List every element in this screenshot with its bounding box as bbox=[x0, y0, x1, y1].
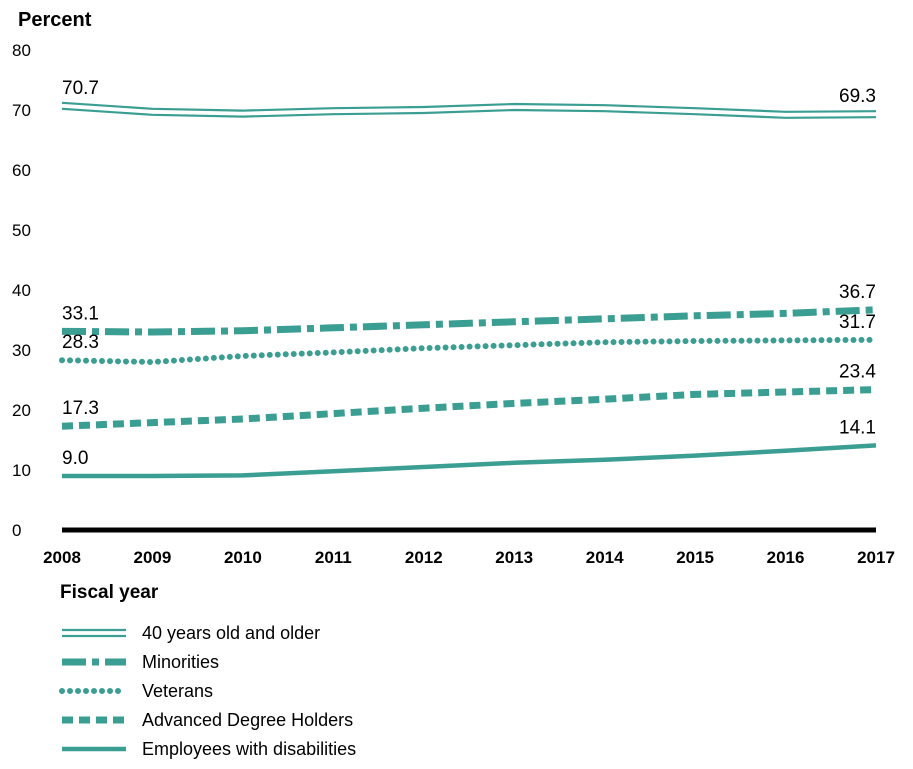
data-label-start: 33.1 bbox=[62, 303, 99, 324]
series-line-veterans bbox=[59, 336, 879, 366]
series-line-40-years-old-and-older bbox=[61, 107, 877, 119]
data-labels: 70.7 69.3 33.1 36.7 28.3 31.7 17.3 23.4 9.0 14.1 bbox=[62, 78, 876, 469]
x-tick-label: 2008 bbox=[43, 548, 81, 567]
x-tick-label: 2013 bbox=[495, 548, 533, 567]
y-tick-label: 50 bbox=[12, 221, 31, 240]
y-tick-label: 10 bbox=[12, 461, 31, 480]
x-axis-title: Fiscal year bbox=[60, 582, 159, 603]
series-line-advanced-degree-holders bbox=[61, 386, 877, 430]
y-axis-ticks: 0 10 20 30 40 50 60 70 80 bbox=[12, 41, 31, 540]
x-tick-label: 2009 bbox=[134, 548, 172, 567]
series-line-40-years-old-and-older bbox=[61, 101, 877, 113]
x-tick-label: 2011 bbox=[315, 548, 352, 567]
legend-item-minorities: Minorities bbox=[62, 652, 219, 672]
legend-item-employees-with-disabilities: Employees with disabilities bbox=[62, 739, 356, 759]
y-axis-title: Percent bbox=[18, 9, 92, 31]
legend-label: 40 years old and older bbox=[142, 623, 320, 643]
series-lines bbox=[59, 101, 879, 479]
data-label-start: 9.0 bbox=[62, 448, 88, 469]
x-axis-ticks: 2008 2009 2010 2011 2012 2013 2014 2015 2016 2017 bbox=[43, 548, 895, 567]
data-label-end: 23.4 bbox=[839, 362, 876, 383]
legend-label: Minorities bbox=[142, 652, 219, 672]
x-tick-label: 2012 bbox=[405, 548, 443, 567]
legend-item-veterans: Veterans bbox=[59, 681, 213, 701]
data-label-start: 70.7 bbox=[62, 78, 99, 99]
data-label-start: 17.3 bbox=[62, 398, 99, 419]
legend-label: Employees with disabilities bbox=[142, 739, 356, 759]
legend: 40 years old and older Minorities Veterans… bbox=[59, 623, 356, 759]
legend-item-40-years-old-and-older: 40 years old and older bbox=[62, 623, 320, 643]
series-line-minorities bbox=[61, 306, 877, 336]
legend-label: Advanced Degree Holders bbox=[142, 710, 353, 730]
data-label-end: 36.7 bbox=[839, 282, 876, 303]
y-tick-label: 20 bbox=[12, 401, 31, 420]
y-tick-label: 70 bbox=[12, 101, 31, 120]
data-label-end: 14.1 bbox=[839, 417, 876, 438]
x-tick-label: 2016 bbox=[767, 548, 805, 567]
data-label-start: 28.3 bbox=[62, 332, 99, 353]
y-tick-label: 40 bbox=[12, 281, 31, 300]
x-tick-label: 2017 bbox=[857, 548, 895, 567]
series-line-employees-with-disabilities bbox=[62, 443, 877, 479]
legend-item-advanced-degree-holders: Advanced Degree Holders bbox=[62, 710, 353, 730]
data-label-end: 31.7 bbox=[839, 312, 876, 333]
y-tick-label: 30 bbox=[12, 341, 31, 360]
x-tick-label: 2015 bbox=[676, 548, 714, 567]
y-tick-label: 80 bbox=[12, 41, 31, 60]
x-tick-label: 2010 bbox=[224, 548, 262, 567]
legend-label: Veterans bbox=[142, 681, 213, 701]
y-tick-label: 0 bbox=[12, 521, 21, 540]
x-tick-label: 2014 bbox=[586, 548, 624, 567]
data-label-end: 69.3 bbox=[839, 86, 876, 107]
y-tick-label: 60 bbox=[12, 161, 31, 180]
